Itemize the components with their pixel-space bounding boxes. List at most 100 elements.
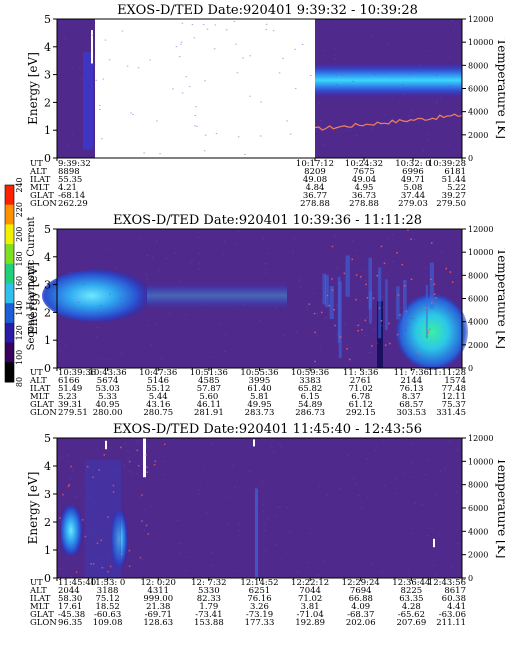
noise-point — [425, 307, 428, 309]
noise-point — [417, 351, 419, 353]
noise-point — [361, 328, 363, 331]
noise-point — [107, 516, 109, 518]
speckle — [370, 319, 372, 321]
ephemeris-row-label: ALT — [29, 167, 47, 177]
speckle — [418, 64, 421, 66]
noise-point — [376, 274, 379, 277]
speckle — [196, 125, 198, 127]
speckle — [177, 519, 179, 521]
y-right-tick-label: 6000 — [468, 85, 488, 94]
noise-point — [62, 493, 64, 496]
ephemeris-cell: 211.11 — [436, 618, 466, 628]
ephemeris-row-label: ALT — [29, 586, 47, 596]
speckle — [164, 479, 166, 481]
speckle — [374, 449, 377, 451]
speckle — [233, 309, 235, 311]
ephemeris-cell: 192.89 — [295, 618, 325, 628]
y-right-tick-label: 8000 — [468, 481, 488, 490]
ephemeris-cell: 4.84 — [306, 183, 325, 193]
ephemeris-cell: 18.52 — [95, 602, 119, 612]
ephemeris-cell: 55.12 — [146, 384, 170, 394]
speckle — [226, 523, 229, 525]
noise-point — [100, 539, 102, 542]
speckle — [211, 552, 214, 554]
y-tick-label: 2 — [44, 96, 51, 109]
speckle — [429, 527, 432, 529]
speckle — [259, 135, 262, 137]
speckle — [310, 74, 312, 76]
speckle — [155, 324, 157, 326]
speckle — [204, 80, 206, 82]
speckle — [404, 300, 406, 302]
speckle — [215, 133, 218, 135]
speckle — [244, 153, 246, 155]
speckle — [317, 574, 319, 576]
ephemeris-cell: 66.88 — [349, 594, 373, 604]
ephemeris-cell: 17.61 — [58, 602, 82, 612]
speckle — [391, 234, 394, 236]
speckle — [410, 317, 412, 319]
speckle — [404, 473, 406, 475]
speckle — [288, 531, 291, 533]
noise-point — [145, 454, 147, 456]
speckle — [206, 28, 209, 30]
y-tick-label: 1 — [44, 334, 51, 347]
ephemeris-cell: 49.08 — [303, 175, 327, 185]
speckle — [136, 473, 138, 475]
ephemeris-cell: 279.03 — [398, 199, 428, 209]
ephemeris-cell: 49.04 — [352, 175, 376, 185]
noise-point — [378, 307, 381, 309]
ephemeris-cell: 10:43:36 — [89, 368, 127, 378]
ephemeris-cell: 51.44 — [442, 175, 466, 185]
speckle — [318, 485, 321, 487]
ephemeris-row-label: GLON — [30, 618, 57, 628]
temperature-trace — [314, 113, 463, 131]
speckle — [223, 304, 225, 306]
ephemeris-cell: 10:32: 0 — [395, 159, 430, 169]
ephemeris-cell: 5.33 — [98, 392, 117, 402]
ephemeris-cell: 11:11:28 — [428, 368, 466, 378]
speckle — [316, 334, 318, 336]
ephemeris-cell: 303.53 — [397, 408, 427, 418]
panel-title: EXOS-D/TED Date:920401 11:45:40 - 12:43:… — [113, 422, 422, 437]
speckle — [322, 143, 325, 145]
speckle — [275, 506, 278, 508]
saturation-stripe — [105, 440, 107, 450]
speckle — [345, 294, 348, 296]
ephemeris-cell: 283.73 — [245, 408, 275, 418]
ephemeris-cell: 12: 7:32 — [191, 578, 226, 588]
ephemeris-cell: 57.87 — [197, 384, 221, 394]
noise-point — [86, 465, 89, 468]
speckle — [180, 41, 183, 43]
ephemeris-cell: 3995 — [249, 376, 271, 386]
ephemeris-cell: 46.11 — [197, 400, 221, 410]
ephemeris-cell: 280.00 — [93, 408, 123, 418]
speckle — [448, 309, 451, 311]
panel-title: EXOS-D/TED Date:920401 10:39:36 - 11:11:… — [113, 213, 422, 228]
speckle — [79, 67, 81, 69]
ephemeris-cell: 2144 — [401, 376, 423, 386]
speckle — [448, 441, 451, 443]
low-energy-burst-2 — [112, 510, 128, 567]
speckle — [165, 258, 168, 260]
ephemeris-cell: 37.44 — [401, 191, 425, 201]
speckle — [368, 351, 371, 353]
noise-point — [145, 524, 148, 527]
speckle — [422, 150, 424, 152]
speckle — [143, 530, 146, 532]
energy-band-tail — [147, 281, 287, 310]
ephemeris-cell: 43.16 — [146, 400, 170, 410]
speckle — [413, 238, 415, 240]
speckle — [457, 543, 459, 545]
speckle — [391, 23, 394, 25]
noise-point — [355, 274, 358, 276]
speckle — [263, 523, 265, 525]
speckle — [128, 470, 131, 472]
speckle — [274, 307, 277, 309]
speckle — [371, 127, 374, 129]
speckle — [237, 231, 240, 233]
noise-point — [351, 258, 353, 261]
ephemeris-cell: 3188 — [97, 586, 119, 596]
speckle — [74, 495, 77, 497]
colorbar-tick-label: 140 — [15, 300, 24, 315]
